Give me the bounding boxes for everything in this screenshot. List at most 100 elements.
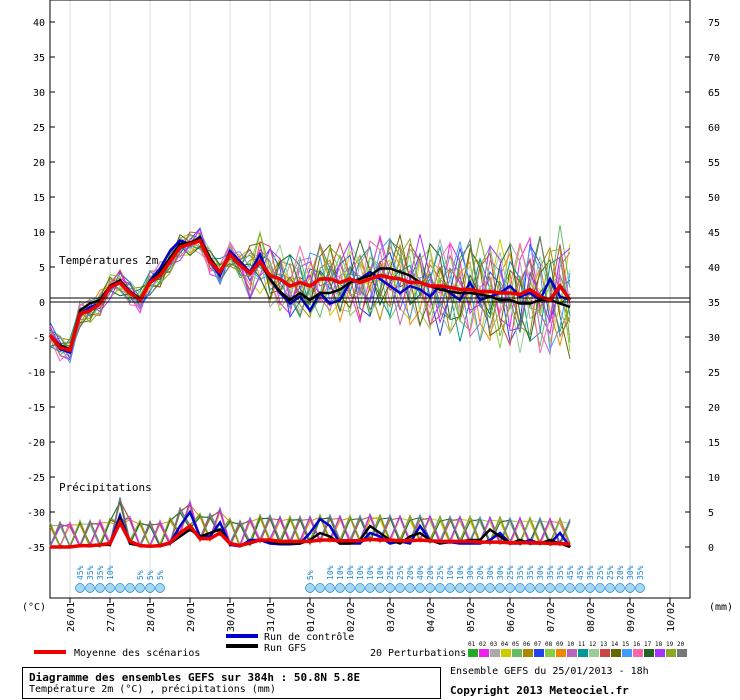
snow-icon <box>545 583 555 593</box>
right-tick-label: 5 <box>708 508 714 519</box>
x-tick-label: 10/02 <box>666 602 677 632</box>
snow-icon <box>95 583 105 593</box>
footer-subtitle: Température 2m (°C) , précipitations (mm… <box>29 684 276 695</box>
x-tick-label: 29/01 <box>186 602 197 632</box>
right-tick-label: 20 <box>708 403 720 414</box>
perturbation-number: 07 <box>534 641 542 648</box>
perturbation-number: 19 <box>666 641 674 648</box>
snow-probability: 10% <box>456 565 465 580</box>
x-tick-label: 07/02 <box>546 602 557 632</box>
right-tick-label: 50 <box>708 193 720 204</box>
snow-probability: 20% <box>476 565 485 580</box>
snow-icon <box>355 583 365 593</box>
snow-probability: 10% <box>346 565 355 580</box>
right-tick-label: 10 <box>708 473 720 484</box>
snow-icon <box>605 583 615 593</box>
perturbation-swatch <box>655 649 665 657</box>
snow-icon <box>495 583 505 593</box>
right-tick-label: 65 <box>708 88 720 99</box>
right-tick-label: 60 <box>708 123 720 134</box>
perturbation-number: 05 <box>512 641 520 648</box>
snow-icon <box>305 583 315 593</box>
snow-probability: 5% <box>136 570 145 580</box>
perturbation-number: 16 <box>633 641 641 648</box>
snow-probability: 30% <box>486 565 495 580</box>
x-axis-date-ticks: 26/01 27/01 28/01 29/01 30/01 31/01 01/02 02/02… <box>66 598 677 632</box>
snow-icon <box>105 583 115 593</box>
perturbation-number: 13 <box>600 641 608 648</box>
left-tick-label: -30 <box>27 508 45 519</box>
right-tick-label: 30 <box>708 333 720 344</box>
snow-probability: 45% <box>76 565 85 580</box>
snow-icon <box>625 583 635 593</box>
snow-icon <box>525 583 535 593</box>
left-tick-label: 20 <box>33 158 45 169</box>
snow-probability: 10% <box>326 565 335 580</box>
perturbation-swatch <box>567 649 577 657</box>
snow-probability: 10% <box>366 565 375 580</box>
perturbation-swatch <box>611 649 621 657</box>
left-tick-label: 25 <box>33 123 45 134</box>
snow-probability: 45% <box>566 565 575 580</box>
series-precip-line <box>50 518 571 549</box>
snow-probability: 35% <box>526 565 535 580</box>
x-tick-label: 30/01 <box>226 602 237 632</box>
left-tick-label: 15 <box>33 193 45 204</box>
perturbation-number: 12 <box>589 641 597 648</box>
perturbation-number: 08 <box>545 641 553 648</box>
perturbation-swatch <box>534 649 544 657</box>
snow-icon <box>375 583 385 593</box>
snow-probability: 35% <box>636 565 645 580</box>
perturbation-number: 18 <box>655 641 663 648</box>
left-tick-label: -20 <box>27 438 45 449</box>
snow-probability: 30% <box>466 565 475 580</box>
snow-probability: 30% <box>626 565 635 580</box>
right-axis-unit: (mm) <box>709 602 733 613</box>
perturbation-swatch <box>512 649 522 657</box>
snow-probability: 35% <box>516 565 525 580</box>
snow-icon <box>435 583 445 593</box>
snow-icon <box>385 583 395 593</box>
snow-icon <box>475 583 485 593</box>
perturbation-precip-line <box>49 500 571 548</box>
snow-icon <box>75 583 85 593</box>
left-axis-unit: (°C) <box>22 602 46 613</box>
footer-title-box: Diagramme des ensembles GEFS sur 384h : … <box>22 667 441 699</box>
x-tick-label: 06/02 <box>506 602 517 632</box>
left-tick-label: 40 <box>33 18 45 29</box>
snow-icon <box>485 583 495 593</box>
snow-probability: 30% <box>496 565 505 580</box>
snow-probability: 45% <box>576 565 585 580</box>
right-tick-label: 70 <box>708 53 720 64</box>
left-tick-label: -35 <box>27 543 45 554</box>
snow-icon <box>455 583 465 593</box>
x-tick-label: 09/02 <box>626 602 637 632</box>
snow-probability: 20% <box>426 565 435 580</box>
perturbation-swatch <box>545 649 555 657</box>
snow-probability: 35% <box>86 565 95 580</box>
left-tick-label: -15 <box>27 403 45 414</box>
x-tick-label: 03/02 <box>386 602 397 632</box>
x-tick-label: 28/01 <box>146 602 157 632</box>
left-tick-label: 35 <box>33 53 45 64</box>
snow-icon <box>425 583 435 593</box>
x-tick-label: 27/01 <box>106 602 117 632</box>
left-tick-label: -10 <box>27 368 45 379</box>
snow-icon <box>135 583 145 593</box>
perturbation-swatch <box>501 649 511 657</box>
perturbation-number: 09 <box>556 641 564 648</box>
snow-probability: 5% <box>306 570 315 580</box>
perturbation-number: 06 <box>523 641 531 648</box>
snow-icon <box>335 583 345 593</box>
x-tick-label: 02/02 <box>346 602 357 632</box>
legend-control-label: Run de contrôle <box>264 631 354 643</box>
snow-icon <box>535 583 545 593</box>
snow-icon <box>315 583 325 593</box>
snow-probability: 25% <box>506 565 515 580</box>
perturbation-swatch <box>600 649 610 657</box>
snow-probability-row: 45% 35% 35% 10% 5% 5% 5% 5% 10% 10% 10% 10% 10% 10% 25… <box>75 565 645 593</box>
snow-icon <box>345 583 355 593</box>
snow-icon <box>465 583 475 593</box>
perturbation-swatch <box>666 649 676 657</box>
perturbation-swatch <box>677 649 687 657</box>
